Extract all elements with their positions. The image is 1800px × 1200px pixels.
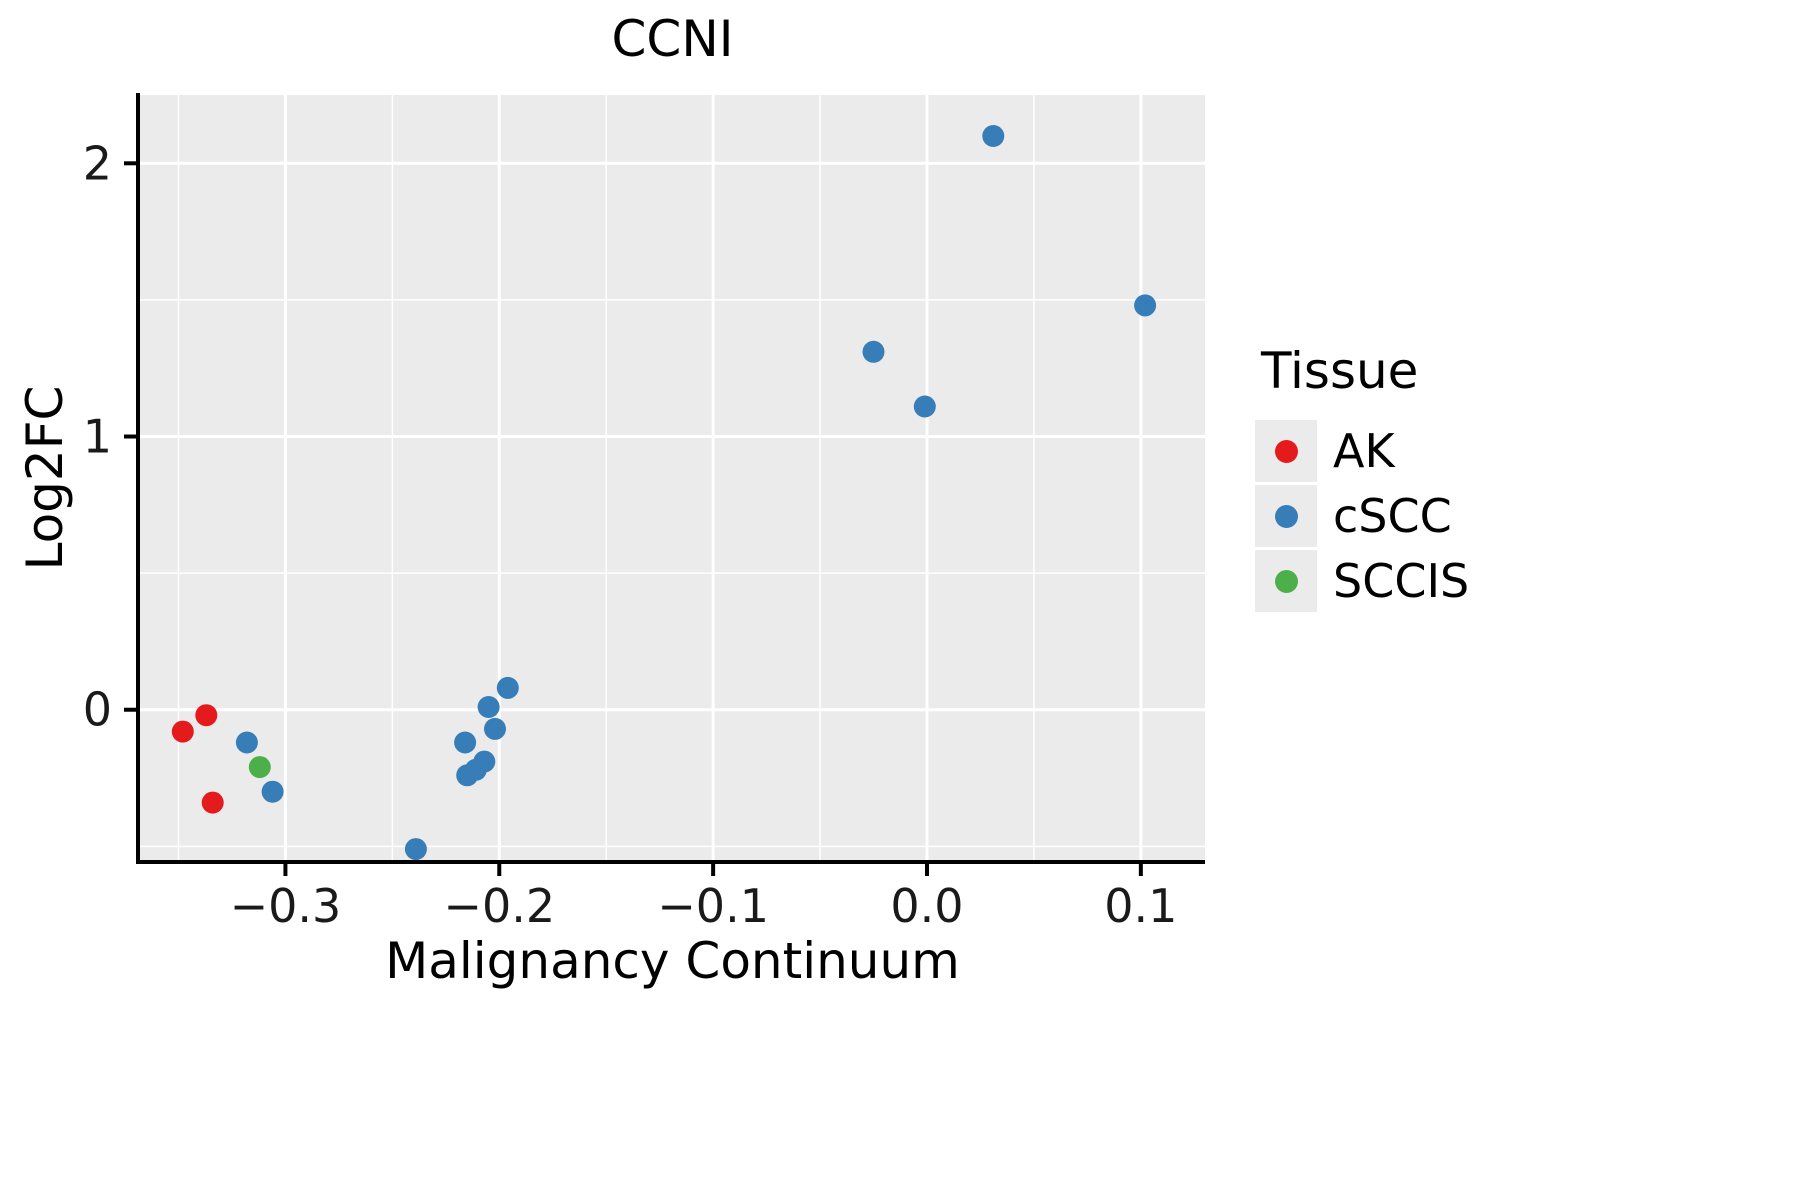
legend-dot-icon bbox=[1274, 504, 1298, 528]
legend-dot-icon bbox=[1274, 439, 1298, 463]
legend-label: SCCIS bbox=[1333, 554, 1470, 608]
legend-key-cscc bbox=[1255, 485, 1317, 547]
data-point-cscc bbox=[913, 395, 936, 418]
data-point-ak bbox=[171, 720, 194, 743]
data-point-cscc bbox=[477, 696, 500, 718]
data-point-cscc bbox=[862, 340, 885, 363]
legend-key-ak bbox=[1255, 420, 1317, 482]
legend-key-sccis bbox=[1255, 550, 1317, 612]
x-axis-label: Malignancy Continuum bbox=[385, 932, 960, 990]
x-tick-label: −0.1 bbox=[657, 879, 769, 933]
data-point-cscc bbox=[235, 731, 258, 754]
data-point-ak bbox=[195, 704, 218, 727]
y-tick-label: 1 bbox=[83, 410, 112, 464]
data-point-cscc bbox=[473, 750, 496, 773]
data-point-cscc bbox=[982, 125, 1005, 147]
data-point-cscc bbox=[1134, 294, 1157, 317]
chart-title: CCNI bbox=[611, 10, 734, 68]
x-tick-label: 0.1 bbox=[1104, 879, 1177, 933]
legend-item-sccis: SCCIS bbox=[1255, 550, 1469, 612]
x-tick-label: −0.2 bbox=[443, 879, 555, 933]
legend-title: Tissue bbox=[1261, 342, 1419, 400]
data-point-ak bbox=[201, 791, 224, 814]
data-point-sccis bbox=[248, 756, 271, 779]
data-point-cscc bbox=[404, 838, 427, 861]
data-point-cscc bbox=[261, 780, 284, 803]
data-point-cscc bbox=[454, 731, 477, 754]
legend-items: AK cSCC SCCIS bbox=[1255, 420, 1469, 612]
y-axis-label: Log2FC bbox=[16, 385, 74, 571]
legend: Tissue AK cSCC SCCIS bbox=[1255, 342, 1469, 615]
legend-item-cscc: cSCC bbox=[1255, 485, 1469, 547]
plot-panel bbox=[140, 95, 1205, 860]
data-point-cscc bbox=[484, 717, 506, 740]
legend-dot-icon bbox=[1274, 569, 1298, 593]
x-tick-label: −0.3 bbox=[230, 879, 342, 933]
x-tick-label: 0.0 bbox=[890, 879, 963, 933]
legend-label: AK bbox=[1333, 424, 1395, 478]
y-tick-label: 0 bbox=[83, 683, 112, 737]
data-point-cscc bbox=[496, 676, 519, 699]
legend-item-ak: AK bbox=[1255, 420, 1469, 482]
legend-label: cSCC bbox=[1333, 489, 1452, 543]
y-tick-label: 2 bbox=[83, 136, 112, 190]
